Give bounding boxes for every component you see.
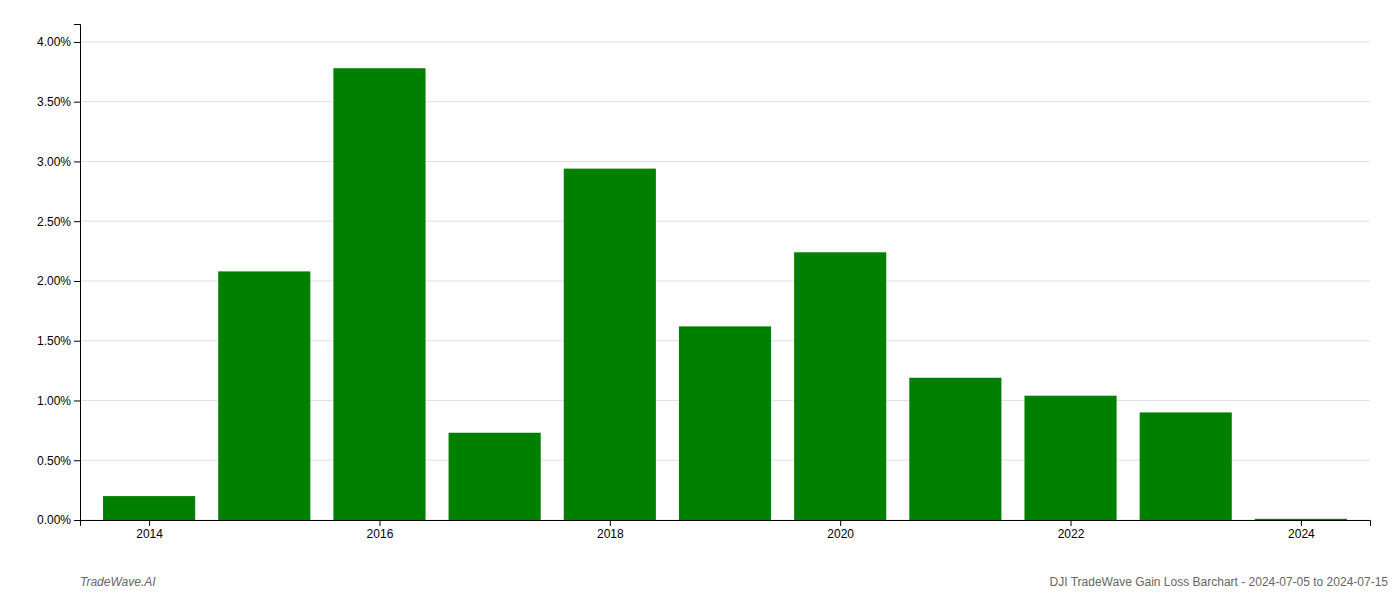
axis-line <box>74 25 81 521</box>
bar <box>1140 412 1232 520</box>
tick-label: 2.50% <box>37 215 71 229</box>
tick: 2022 <box>1058 520 1085 541</box>
tick-label: 2014 <box>136 527 163 541</box>
grid-line <box>80 101 1370 102</box>
tick: 2020 <box>827 520 854 541</box>
bar <box>449 433 541 520</box>
tick-label: 2018 <box>597 527 624 541</box>
y-axis: 0.00% 0.50% 1.00% 1.50% 2.00% 2.50% 3.00% 3.50%… <box>37 25 81 528</box>
bar <box>1255 519 1347 520</box>
tick-mark <box>610 520 611 526</box>
tick-mark <box>74 341 80 342</box>
grid-line <box>80 161 1370 162</box>
footer-right: DJI TradeWave Gain Loss Barchart - 2024-… <box>1050 575 1389 589</box>
tick-mark <box>74 520 80 521</box>
tick-label: 3.50% <box>37 95 71 109</box>
x-axis: 2014 2016 2018 2020 2022 2024 <box>81 520 1371 541</box>
tick-mark <box>840 520 841 526</box>
tick: 2016 <box>367 520 394 541</box>
grid <box>80 42 1370 520</box>
tick: 2.00% <box>37 274 80 288</box>
tick: 3.50% <box>37 95 80 109</box>
tick: 1.00% <box>37 394 80 408</box>
tick: 3.00% <box>37 155 80 169</box>
tick: 4.00% <box>37 35 80 49</box>
tick-label: 2024 <box>1288 527 1315 541</box>
tick: 2014 <box>136 520 163 541</box>
tick: 1.50% <box>37 334 80 348</box>
bar <box>564 169 656 520</box>
tick-mark <box>1301 520 1302 526</box>
tick: 0.50% <box>37 454 80 468</box>
tick-mark <box>74 460 80 461</box>
bar <box>218 271 310 520</box>
tick-label: 0.00% <box>37 513 71 527</box>
tick-label: 2022 <box>1058 527 1085 541</box>
tick-mark <box>149 520 150 526</box>
plot-area <box>103 68 1347 520</box>
tick: 0.00% <box>37 513 80 527</box>
bar <box>103 496 195 520</box>
tick-mark <box>74 102 80 103</box>
tick: 2018 <box>597 520 624 541</box>
bar <box>333 68 425 520</box>
tick-label: 4.00% <box>37 35 71 49</box>
tick-label: 1.00% <box>37 394 71 408</box>
footer-left: TradeWave.AI <box>80 575 156 589</box>
tick-label: 1.50% <box>37 334 71 348</box>
chart: 0.00% 0.50% 1.00% 1.50% 2.00% 2.50% 3.00% 3.50%… <box>0 0 1400 600</box>
bar <box>1024 396 1116 520</box>
bar <box>679 326 771 520</box>
tick-label: 2016 <box>367 527 394 541</box>
tick-mark <box>74 400 80 401</box>
tick-mark <box>74 42 80 43</box>
tick: 2024 <box>1288 520 1315 541</box>
tick: 2.50% <box>37 215 80 229</box>
tick-mark <box>74 161 80 162</box>
tick-label: 0.50% <box>37 454 71 468</box>
tick-mark <box>1071 520 1072 526</box>
tick-label: 3.00% <box>37 155 71 169</box>
bar <box>794 252 886 520</box>
tick-mark <box>379 520 380 526</box>
axis-line <box>81 521 1371 527</box>
bar <box>909 378 1001 520</box>
tick-mark <box>74 281 80 282</box>
tick-label: 2020 <box>827 527 854 541</box>
grid-line <box>80 41 1370 42</box>
tick-mark <box>74 221 80 222</box>
tick-label: 2.00% <box>37 274 71 288</box>
grid-line <box>80 221 1370 222</box>
